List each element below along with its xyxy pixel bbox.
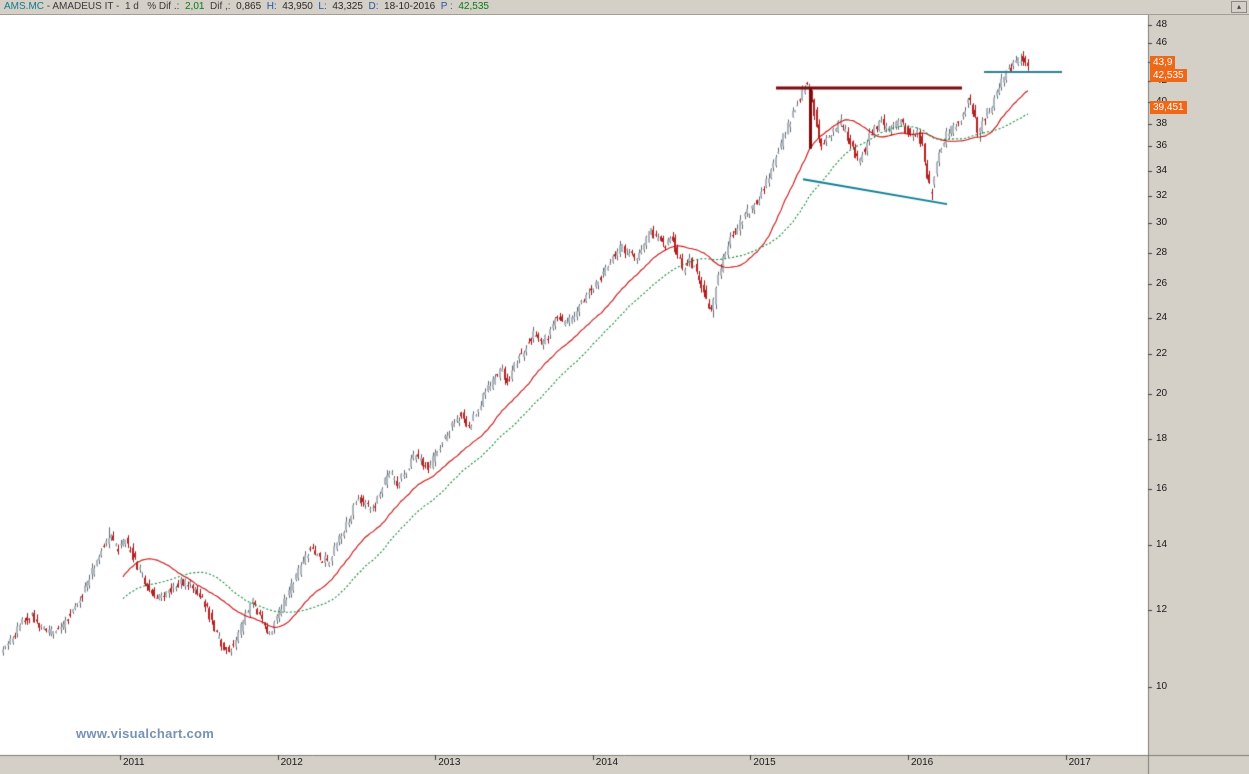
price-tick-label: 16 bbox=[1156, 482, 1168, 494]
price-tick-label: 12 bbox=[1156, 604, 1168, 616]
year-label: 2012 bbox=[280, 757, 303, 768]
price-tick-label: 24 bbox=[1156, 311, 1168, 323]
quote-field: 42,535 bbox=[458, 1, 489, 12]
price-tick-label: 48 bbox=[1156, 19, 1168, 31]
price-axis[interactable]: 1012141618202224262830323436384042444648… bbox=[1149, 15, 1249, 755]
quote-field: - AMADEUS IT - 1 d bbox=[44, 1, 148, 12]
price-tick-label: 34 bbox=[1156, 164, 1168, 176]
price-tick-label: 28 bbox=[1156, 246, 1168, 258]
quote-field: 18-10-2016 bbox=[384, 1, 436, 12]
time-axis[interactable]: 2011 2012 2013 2014 2015 2016 2017 bbox=[0, 755, 1249, 774]
quote-field: % Dif .: bbox=[147, 1, 185, 12]
price-tick-label: 18 bbox=[1156, 432, 1168, 444]
price-tick-label: 10 bbox=[1156, 681, 1168, 692]
year-label: 2014 bbox=[595, 757, 619, 768]
quote-field: AMS.MC bbox=[4, 1, 44, 12]
price-tick-label: 38 bbox=[1156, 117, 1168, 129]
price-tag: 39,451 bbox=[1150, 100, 1187, 114]
price-tag: 43,9 bbox=[1150, 55, 1176, 69]
price-tick-label: 14 bbox=[1156, 539, 1168, 550]
price-tick-label: 46 bbox=[1156, 37, 1168, 48]
quote-field: 43,950 bbox=[282, 1, 313, 12]
price-tick-label: 30 bbox=[1156, 217, 1168, 229]
price-tag: 42,535 bbox=[1150, 69, 1187, 83]
year-label: 2011 bbox=[123, 757, 145, 768]
quote-field: 2,01 bbox=[184, 1, 205, 12]
quote-field: H: bbox=[261, 1, 283, 12]
quote-field: L: bbox=[312, 1, 333, 12]
watermark: www.visualchart.com bbox=[76, 726, 215, 741]
quote-field: P : bbox=[435, 1, 459, 12]
price-tick-label: 20 bbox=[1156, 388, 1168, 400]
year-label: 2015 bbox=[753, 757, 776, 768]
quote-field: 43,325 bbox=[332, 1, 363, 12]
price-tick-label: 32 bbox=[1156, 190, 1168, 202]
price-tick-label: 22 bbox=[1156, 348, 1168, 360]
price-tick-label: 36 bbox=[1156, 140, 1168, 152]
quote-field: D: bbox=[362, 1, 385, 12]
quote-field: 0,865 bbox=[236, 1, 262, 12]
year-label: 2017 bbox=[1068, 757, 1091, 768]
price-tick-label: 26 bbox=[1156, 277, 1168, 289]
year-label: 2013 bbox=[438, 757, 461, 768]
axis-corner-button[interactable]: ▴ bbox=[1231, 1, 1247, 13]
quote-field: Dif ,: bbox=[204, 1, 237, 12]
quote-info-bar: AMS.MC - AMADEUS IT - 1 d % Dif .: 2,01 … bbox=[0, 0, 1249, 15]
year-label: 2016 bbox=[911, 757, 934, 768]
